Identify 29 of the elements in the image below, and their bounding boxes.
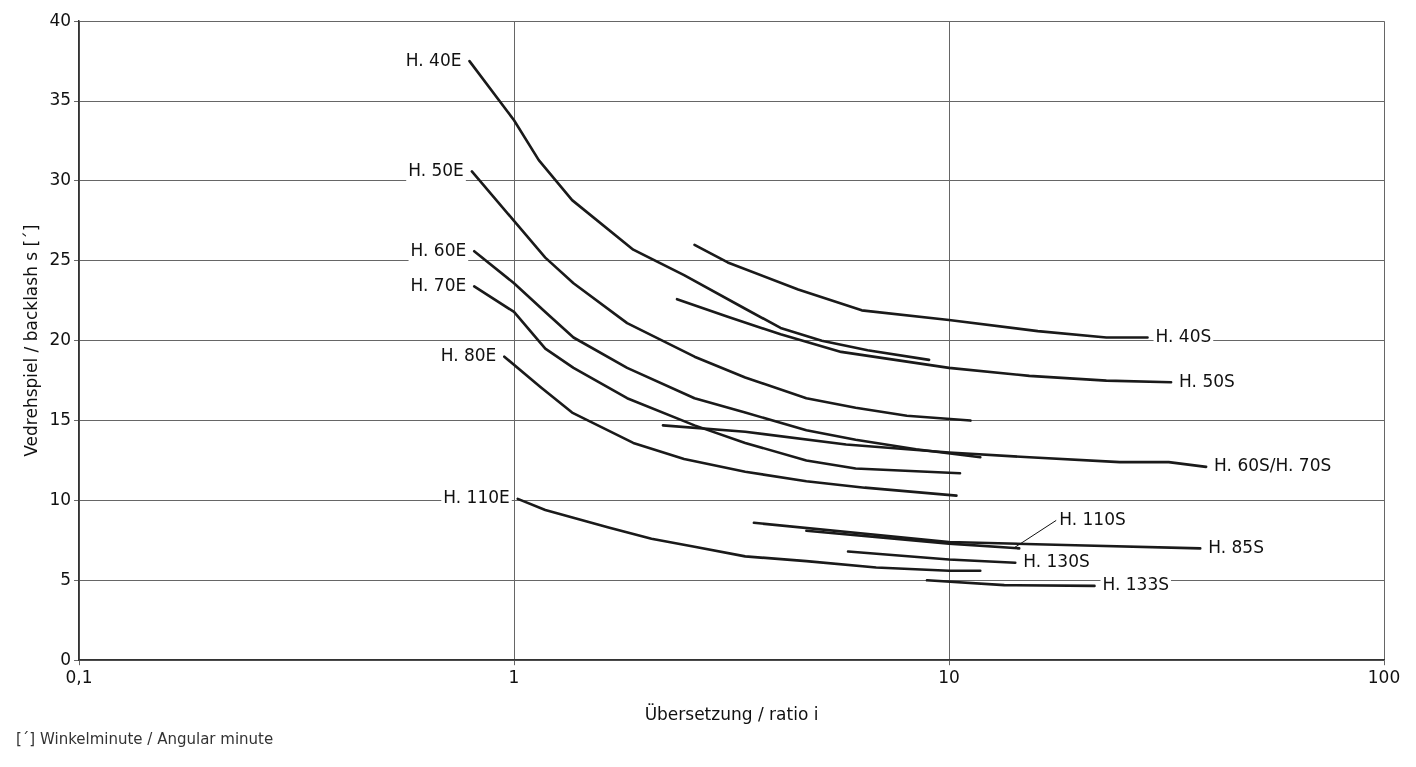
series-label: H. 133S <box>1102 574 1170 595</box>
y-tick-label: 10 <box>49 488 72 509</box>
series-label: H. 40E <box>405 49 462 70</box>
series-label: H. 85S <box>1208 536 1264 557</box>
y-tick-label: 25 <box>49 249 72 270</box>
x-tick-label: 10 <box>938 666 960 687</box>
series-label: H. 40S <box>1155 325 1212 346</box>
x-tick-label: 1 <box>508 666 520 687</box>
series-label: H. 50E <box>408 159 464 180</box>
y-tick-label: 30 <box>49 169 72 190</box>
series-label: H. 60S/H. 70S <box>1214 455 1332 476</box>
y-tick-label: 20 <box>49 329 72 350</box>
x-tick-label: 100 <box>1367 666 1401 687</box>
series-label: H. 70E <box>410 274 467 295</box>
text: [´] Winkelminute / Angular minute <box>16 730 275 748</box>
y-tick-label: 0 <box>60 648 72 669</box>
y-axis-title: Vedrehspiel / backlash s [´] <box>20 224 41 457</box>
series-label: H. 60E <box>410 239 467 260</box>
series-label: H. 110E <box>443 487 510 508</box>
series-label: H. 50S <box>1179 370 1235 391</box>
y-tick-label: 15 <box>49 409 72 429</box>
series-label: H. 80E <box>440 345 497 366</box>
y-tick-label: 40 <box>49 9 72 30</box>
y-tick-label: 35 <box>49 89 72 110</box>
y-tick-label: 5 <box>60 568 72 589</box>
x-axis-title: Übersetzung / ratio i <box>644 703 819 725</box>
series-label: H. 130S <box>1023 551 1090 572</box>
text: H. 110S <box>1059 508 1126 529</box>
x-tick-label: 0,1 <box>65 666 93 687</box>
